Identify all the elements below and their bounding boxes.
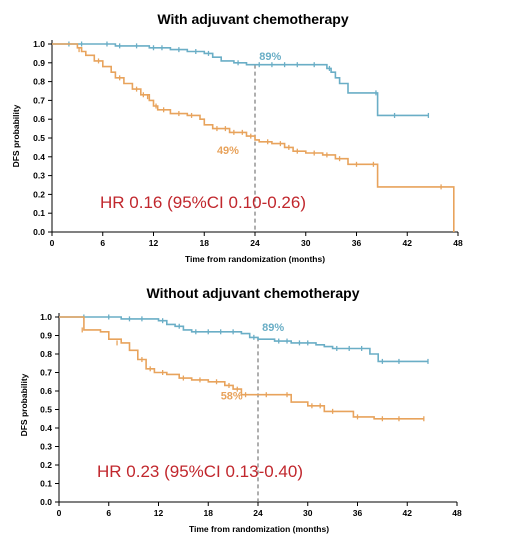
y-tick-label: 1.0 [40,312,52,322]
x-tick-label: 6 [100,238,105,248]
hazard-ratio-text: HR 0.23 (95%CI 0.13-0.40) [97,462,303,481]
x-tick-label: 36 [352,238,362,248]
survival-percent-label: 89% [259,51,281,63]
x-tick-label: 42 [403,508,413,518]
y-tick-label: 0.1 [33,208,45,218]
survival-curve-blue [52,43,429,117]
x-axis-label: Time from randomization (months) [189,524,329,534]
survival-percent-label: 49% [217,145,239,157]
x-tick-label: 36 [353,508,363,518]
y-tick-label: 1.0 [33,39,45,49]
y-tick-label: 0.7 [33,95,45,105]
x-tick-label: 12 [154,508,164,518]
x-tick-label: 18 [204,508,214,518]
survival-curve-orange [59,316,424,420]
x-tick-label: 0 [57,508,62,518]
x-tick-label: 12 [149,238,159,248]
survival-curve-orange [52,43,455,232]
x-tick-label: 18 [200,238,210,248]
y-tick-label: 0.9 [40,331,52,341]
y-tick-label: 0.0 [40,497,52,507]
y-tick-label: 0.2 [40,460,52,470]
y-tick-label: 0.3 [40,442,52,452]
y-tick-label: 0.4 [33,152,45,162]
x-tick-label: 42 [403,238,413,248]
panel-with-chemo: With adjuvant chemotherapy 0 6 12 18 24 30 36 4… [11,11,463,264]
chart-title: Without adjuvant chemotherapy [146,285,359,301]
y-tick-label: 0.1 [40,479,52,489]
y-tick-label: 0.8 [33,77,45,87]
x-tick-label: 30 [301,238,311,248]
y-tick-label: 0.3 [33,171,45,181]
x-tick-label: 30 [303,508,313,518]
x-tick-label: 48 [452,508,462,518]
y-axis-label: DFS probability [19,373,29,436]
survival-percent-label: 58% [221,390,243,402]
x-tick-label: 24 [253,508,263,518]
y-ticks: 0.0 0.1 0.2 0.3 0.4 0.5 0.6 0.7 0.8 0.9 1.0 [33,39,52,237]
y-tick-label: 0.2 [33,189,45,199]
y-tick-label: 0.8 [40,349,52,359]
chart-title: With adjuvant chemotherapy [157,11,348,27]
x-ticks: 0 6 12 18 24 30 36 42 48 [50,232,463,248]
y-tick-label: 0.5 [33,133,45,143]
panel-without-chemo: Without adjuvant chemotherapy 0 6 12 18 24 30… [19,285,462,534]
x-tick-label: 48 [453,238,463,248]
y-ticks: 0.0 0.1 0.2 0.3 0.4 0.5 0.6 0.7 0.8 0.9 1.0 [40,312,59,507]
y-tick-label: 0.4 [40,423,52,433]
y-tick-label: 0.7 [40,368,52,378]
survival-percent-label: 89% [262,322,284,334]
survival-curve-blue [59,316,428,363]
y-axis-label: DFS probability [11,104,21,167]
y-tick-label: 0.0 [33,227,45,237]
x-ticks: 0 6 12 18 24 30 36 42 48 [57,502,462,518]
survival-curves: 89% 49% [52,41,455,232]
y-tick-label: 0.9 [33,58,45,68]
y-tick-label: 0.6 [40,386,52,396]
x-axis-label: Time from randomization (months) [185,254,325,264]
y-tick-label: 0.5 [40,405,52,415]
x-tick-label: 24 [250,238,260,248]
hazard-ratio-text: HR 0.16 (95%CI 0.10-0.26) [100,193,306,212]
y-tick-label: 0.6 [33,114,45,124]
x-tick-label: 6 [106,508,111,518]
survival-curves: 89% 58% [59,314,429,422]
x-tick-label: 0 [50,238,55,248]
